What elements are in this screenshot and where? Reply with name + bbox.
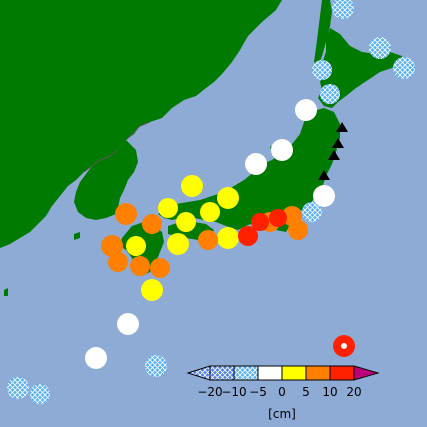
marker-orange	[101, 235, 123, 257]
marker-white	[271, 139, 293, 161]
marker-yellow	[167, 233, 189, 255]
marker-orange	[108, 252, 128, 272]
marker-red	[269, 209, 287, 227]
marker-white	[85, 347, 107, 369]
marker-white	[245, 153, 267, 175]
colorbar-tick-label: 20	[346, 385, 361, 399]
marker-yellow	[200, 202, 220, 222]
sakhalin-island	[314, 0, 332, 66]
marker-yellow	[217, 187, 239, 209]
marker-yellow	[176, 212, 196, 232]
marker-orange	[142, 214, 162, 234]
marker-red	[251, 213, 269, 231]
marker-hatched	[393, 57, 415, 79]
marker-orange	[150, 258, 170, 278]
marker-hatched	[369, 37, 391, 59]
marker-red-center	[341, 343, 347, 349]
station-triangle-icon	[336, 122, 348, 132]
marker-hatched	[30, 384, 50, 404]
mainland-asia	[0, 0, 282, 248]
marker-yellow	[181, 175, 203, 197]
marker-hatched	[145, 355, 167, 377]
marker-red	[238, 226, 258, 246]
colorbar-tick-label: 5	[302, 385, 310, 399]
marker-orange	[198, 230, 218, 250]
colorbar-tick-label: −10	[221, 385, 246, 399]
marker-yellow	[158, 198, 178, 218]
observation-markers	[7, 0, 415, 404]
marker-white	[313, 185, 335, 207]
marker-white	[117, 313, 139, 335]
station-triangle-icon	[332, 138, 344, 148]
marker-yellow	[126, 236, 146, 256]
colorbar-tick-label: 0	[278, 385, 286, 399]
marker-hatched	[302, 202, 322, 222]
korean-peninsula	[74, 140, 138, 220]
colorbar-tick-label: −20	[197, 385, 222, 399]
marker-orange	[130, 256, 150, 276]
colorbar-unit-label: [cm]	[268, 407, 296, 421]
hokkaido-island	[318, 28, 404, 108]
border-line	[125, 121, 151, 141]
colorbar-tick-label: −5	[249, 385, 267, 399]
station-triangle-icon	[328, 150, 340, 160]
marker-white	[295, 99, 317, 121]
colorbar-bin	[281, 365, 307, 381]
station-triangle-icon	[318, 170, 330, 180]
border-line	[83, 149, 119, 173]
marker-yellow	[217, 227, 239, 249]
colorbar-bin	[209, 365, 235, 381]
colorbar-high-extend	[353, 365, 380, 381]
marker-hatched	[7, 377, 29, 399]
colorbar-bin	[305, 365, 331, 381]
marker-orange	[115, 203, 137, 225]
honshu-island	[158, 108, 340, 232]
marker-hatched	[320, 84, 340, 104]
marker-yellow	[141, 279, 163, 301]
colorbar-tick-label: 10	[322, 385, 337, 399]
marker-orange	[288, 220, 308, 240]
station-triangles	[318, 122, 348, 180]
marker-hatched	[312, 60, 332, 80]
colorbar-bin	[257, 365, 283, 381]
marker-hatched	[332, 0, 354, 19]
colorbar-bin	[329, 365, 355, 381]
colorbar-bin	[233, 365, 259, 381]
colorbar-legend: −20 −10 −5 0 5 10 20 [cm]	[186, 365, 380, 421]
